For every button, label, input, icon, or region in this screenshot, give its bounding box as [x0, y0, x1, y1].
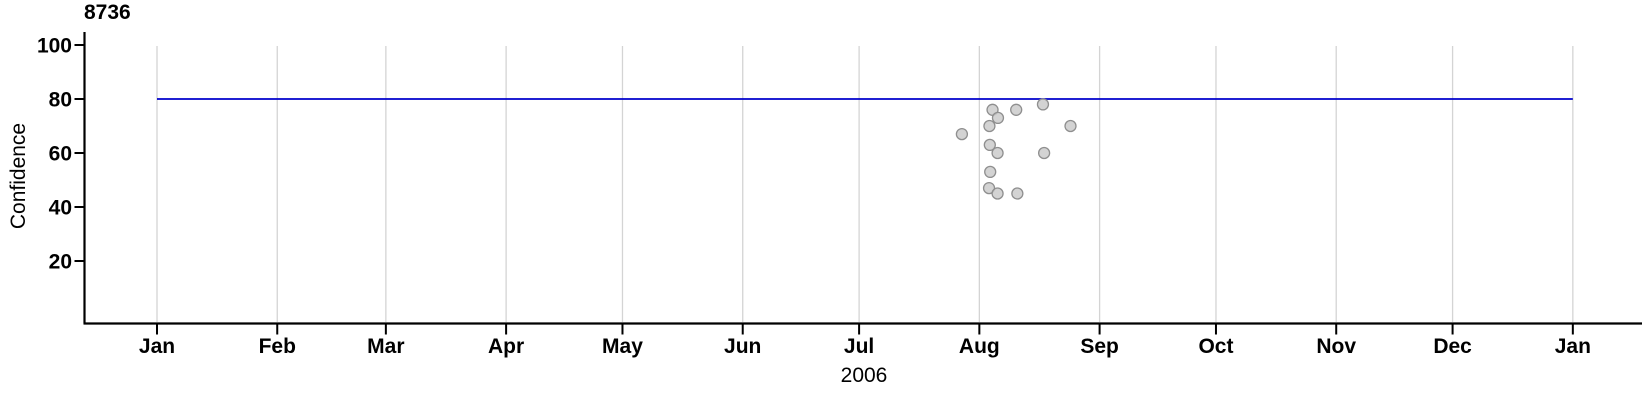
x-tick-label: Oct [1198, 335, 1233, 358]
x-tick-label: May [602, 335, 643, 358]
x-tick-label: Nov [1316, 335, 1356, 358]
data-point [984, 165, 997, 179]
x-tick-label: Jan [1555, 335, 1591, 358]
data-point [991, 146, 1004, 160]
data-point [982, 181, 996, 195]
y-tick-label: 20 [49, 251, 72, 274]
chart-title: 8736 [84, 1, 131, 24]
x-tick-label: Apr [488, 335, 524, 358]
data-point [1010, 103, 1023, 116]
y-tick-label: 100 [37, 35, 72, 58]
x-tick-label: Feb [259, 335, 296, 358]
x-tick-label: Aug [959, 335, 1000, 358]
y-axis-title: Confidence [7, 122, 30, 230]
x-tick-label: Dec [1433, 335, 1472, 358]
x-tick-label: Jan [139, 335, 175, 358]
x-tick-label: Jul [844, 335, 874, 358]
y-tick-label: 80 [49, 89, 72, 112]
data-point [1064, 119, 1077, 133]
data-point [1036, 98, 1050, 111]
data-point [1011, 187, 1024, 200]
data-point [991, 111, 1005, 125]
data-point [955, 127, 969, 141]
x-axis-title: 2006 [840, 364, 888, 387]
x-tick-label: Sep [1080, 335, 1119, 358]
data-point [1037, 146, 1051, 160]
data-point [983, 119, 996, 133]
data-point [983, 138, 996, 152]
x-tick-label: Jun [724, 335, 761, 358]
y-tick-label: 40 [49, 197, 72, 220]
x-tick-label: Mar [367, 335, 404, 358]
data-point [991, 187, 1004, 200]
y-tick-label: 60 [49, 143, 72, 166]
